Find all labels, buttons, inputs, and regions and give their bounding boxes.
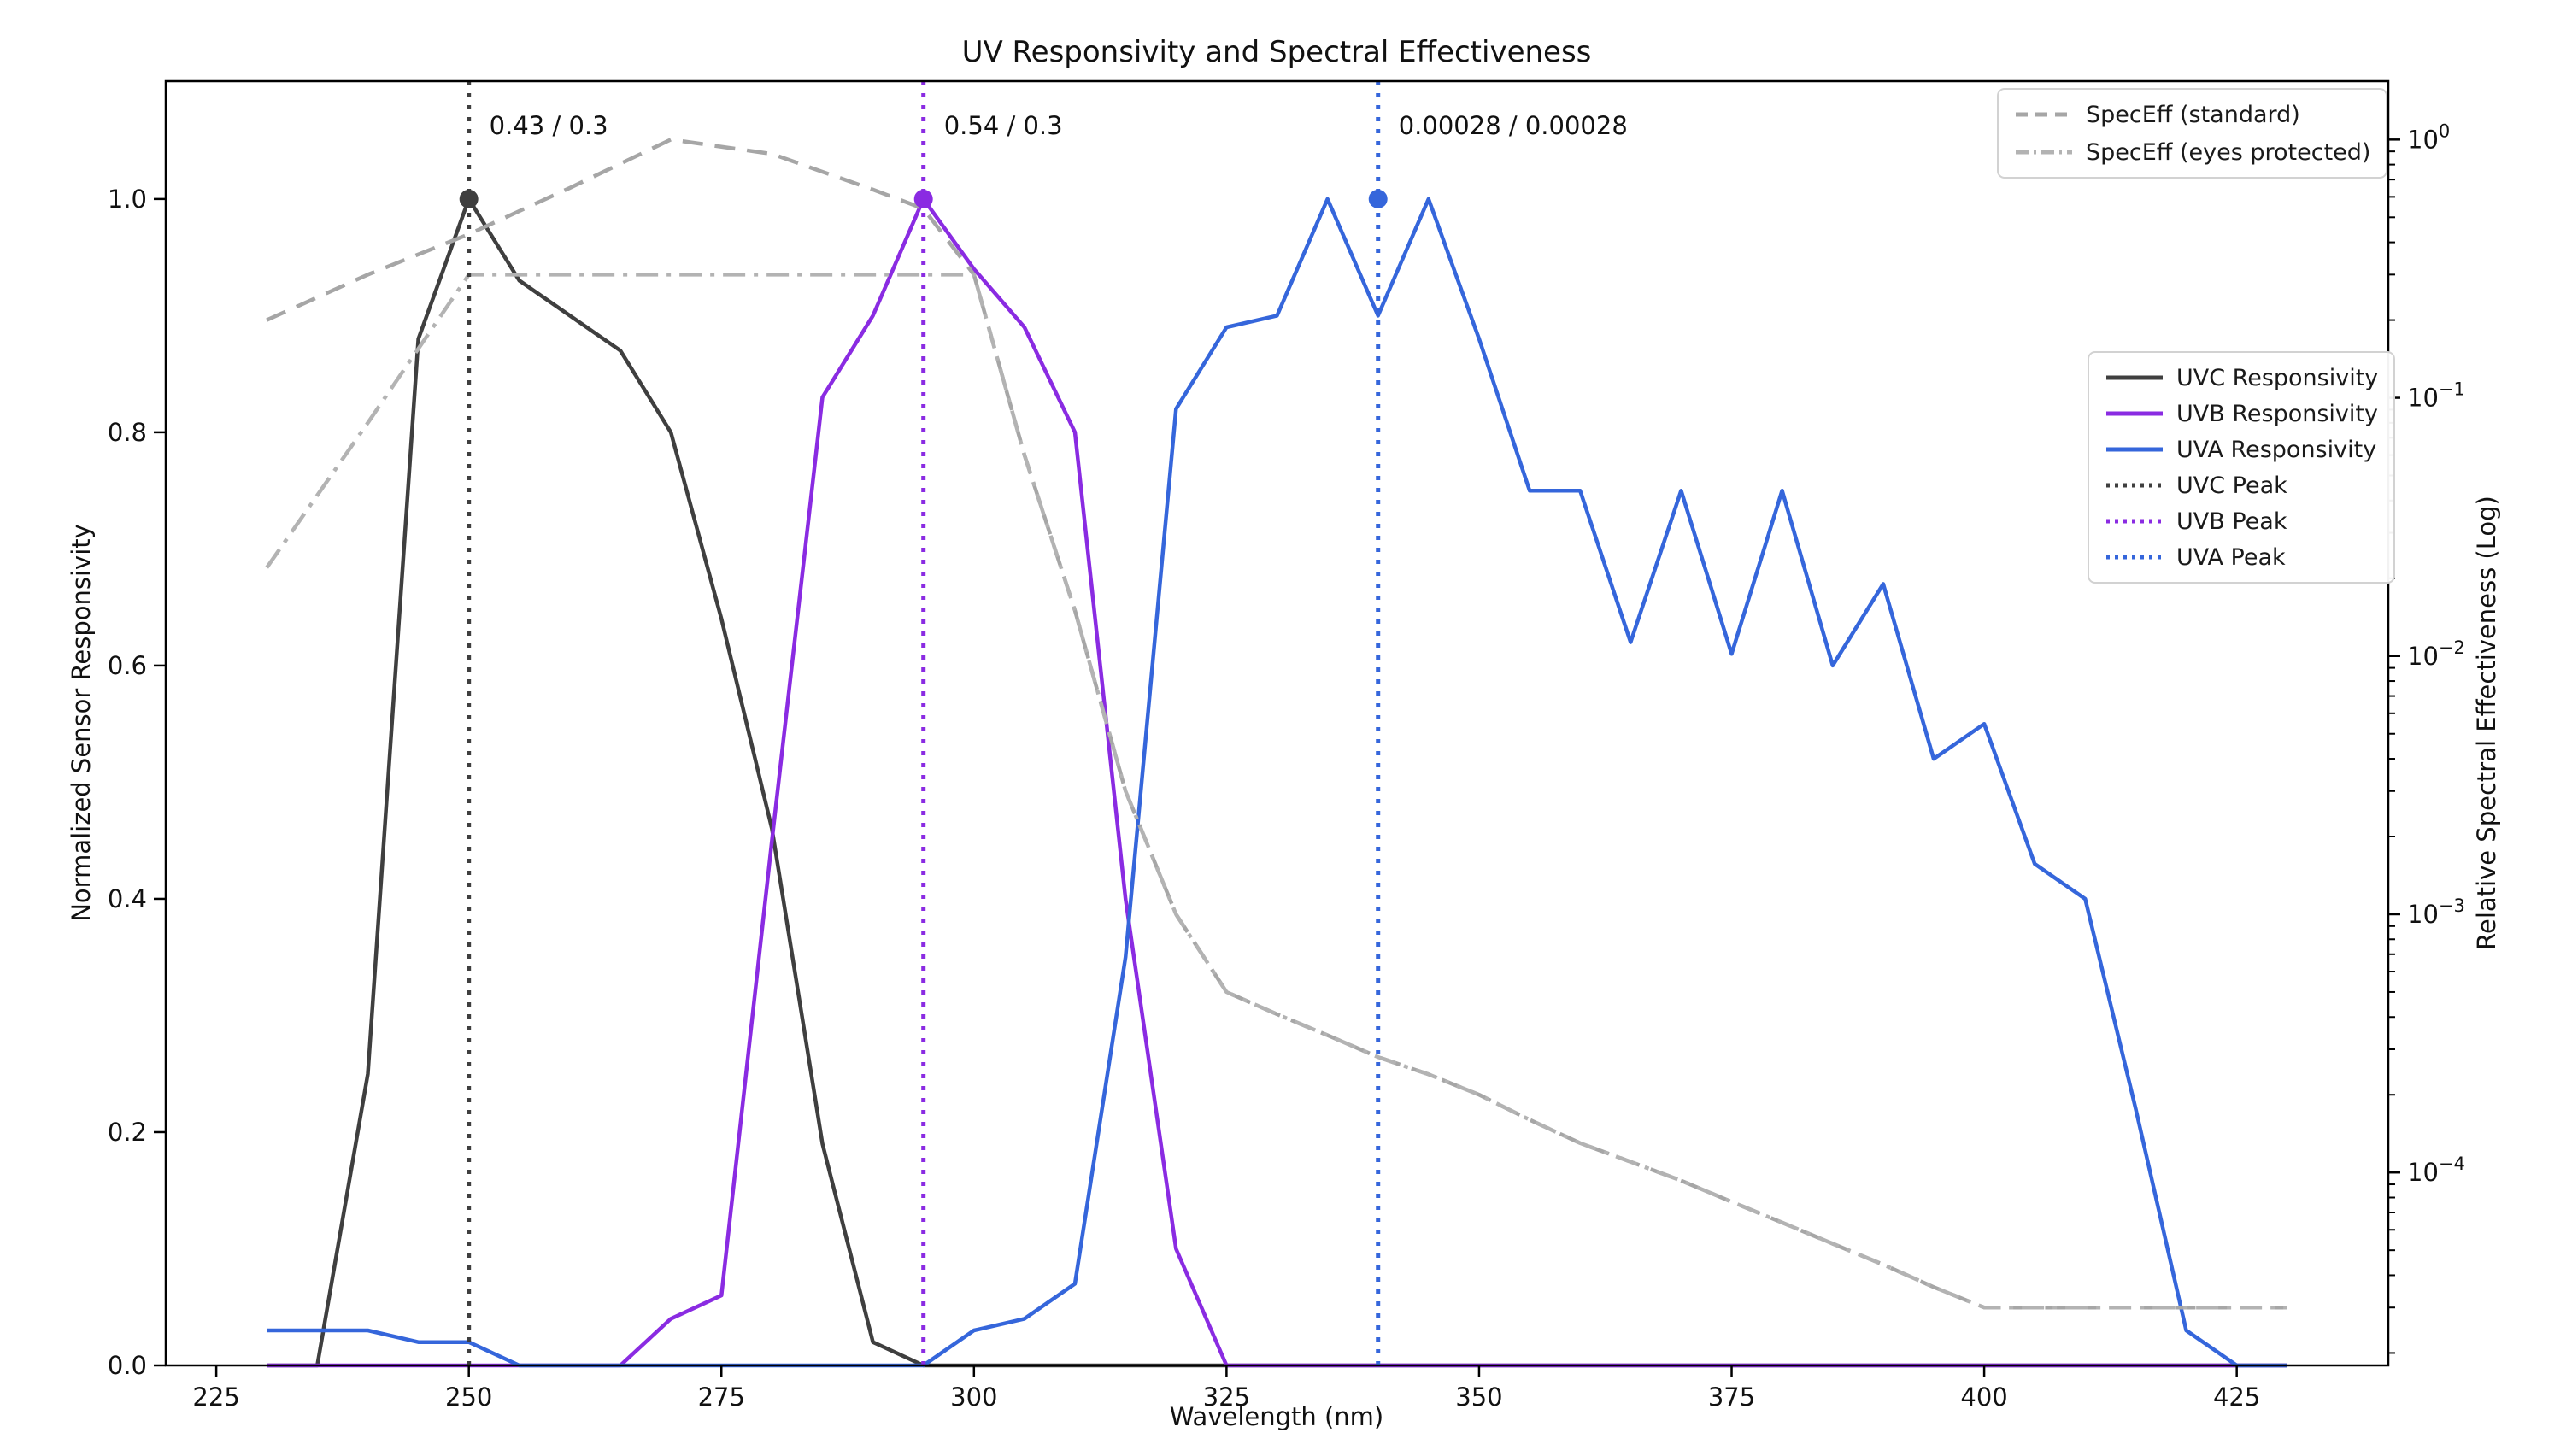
left-y-tick-label: 0.0 [108,1351,147,1380]
speceff-eyes-protected-legend-sample-dashdot-line-icon [2016,150,2072,155]
left-y-tick-label: 0.4 [108,884,147,913]
x-tick-label: 325 [1203,1383,1250,1412]
legend-item-label: SpecEff (eyes protected) [2086,138,2371,166]
right-y-tick-label: 100 [2407,120,2450,154]
speceff-standard-legend-item: SpecEff (standard) [2014,100,2370,129]
uvc-peak-legend-item: UVC Peak [2105,471,2378,500]
left-y-tick-label: 0.2 [108,1118,147,1147]
left-y-tick-label: 0.8 [108,418,147,447]
legend-item-label: SpecEff (standard) [2086,101,2300,128]
uva-responsivity-legend-sample-solid-line-icon [2106,447,2163,452]
x-tick-label: 225 [192,1383,239,1412]
peak-annotation-0: 0.43 / 0.3 [490,111,608,140]
uvb-responsivity-legend-item: UVB Responsivity [2105,399,2378,428]
peak-markers-layer [459,189,1388,208]
uvb-responsivity-line [267,197,2287,1368]
legend-speceff: SpecEff (standard) SpecEff (eyes protecte… [1997,88,2388,179]
uvb-peak-marker [913,189,933,208]
uvc-responsivity-legend-sample-solid-line-icon [2106,375,2163,380]
x-tick-label: 300 [950,1383,997,1412]
legend-item-label: UVC Responsivity [2176,364,2379,391]
uvc-peak-legend-sample-dotted-line-icon [2106,483,2163,488]
uvb-peak-legend-item: UVB Peak [2105,507,2378,536]
x-tick-label: 350 [1455,1383,1502,1412]
legend-item-label: UVC Peak [2176,472,2287,499]
left-y-axis-label: Normalized Sensor Responsivity [67,524,96,922]
legend-item-label: UVB Responsivity [2176,400,2378,427]
x-tick-label: 375 [1708,1383,1755,1412]
chart-title: UV Responsivity and Spectral Effectivene… [962,35,1592,69]
legend-item-label: UVA Responsivity [2176,436,2377,463]
legend-item-label: UVA Peak [2176,543,2286,571]
peak-annotation-1: 0.54 / 0.3 [944,111,1063,140]
speceff-eyes-protected-legend-item: SpecEff (eyes protected) [2014,138,2370,167]
x-tick-label: 275 [698,1383,745,1412]
legend-item-label: UVB Peak [2176,508,2287,535]
curves-layer [265,138,2287,1368]
peak-annotation-2: 0.00028 / 0.00028 [1399,111,1628,140]
x-axis-label: Wavelength (nm) [1170,1402,1384,1431]
uva-peak-marker [1368,189,1388,208]
legend-series: UVC Responsivity UVB Responsivity UVA Resp… [2088,351,2396,584]
x-tick-label: 250 [445,1383,492,1412]
plot-border [164,79,2390,1367]
x-tick-label: 400 [1960,1383,2007,1412]
uva-peak-legend-item: UVA Peak [2105,543,2378,572]
uva-responsivity-line [267,197,2287,1368]
speceff-eyes-protected-line [265,273,2287,1310]
uva-responsivity-legend-item: UVA Responsivity [2105,435,2378,464]
axes-spines [164,79,2390,1367]
uvb-peak-legend-sample-dotted-line-icon [2106,519,2163,524]
right-y-tick-label: 10−2 [2407,637,2465,671]
right-y-tick-label: 10−3 [2407,895,2465,929]
uvc-peak-marker [459,189,479,208]
right-y-tick-label: 10−4 [2407,1154,2465,1187]
left-y-tick-label: 1.0 [108,185,147,214]
speceff-standard-legend-sample-dashed-line-icon [2016,112,2072,117]
right-y-axis-label: Relative Spectral Effectiveness (Log) [2472,496,2501,950]
uvc-responsivity-line [267,197,2287,1368]
right-y-tick-label: 10−1 [2407,379,2465,413]
left-y-tick-label: 0.6 [108,651,147,680]
uvc-responsivity-legend-item: UVC Responsivity [2105,363,2378,392]
ticks-layer: 225 250 275 300 325 350 375 400 425 0.0 0.2 0.4 0.6 0… [108,120,2465,1412]
x-tick-label: 425 [2213,1383,2260,1412]
uva-peak-legend-sample-dotted-line-icon [2106,555,2163,560]
uvb-responsivity-legend-sample-solid-line-icon [2106,411,2163,416]
